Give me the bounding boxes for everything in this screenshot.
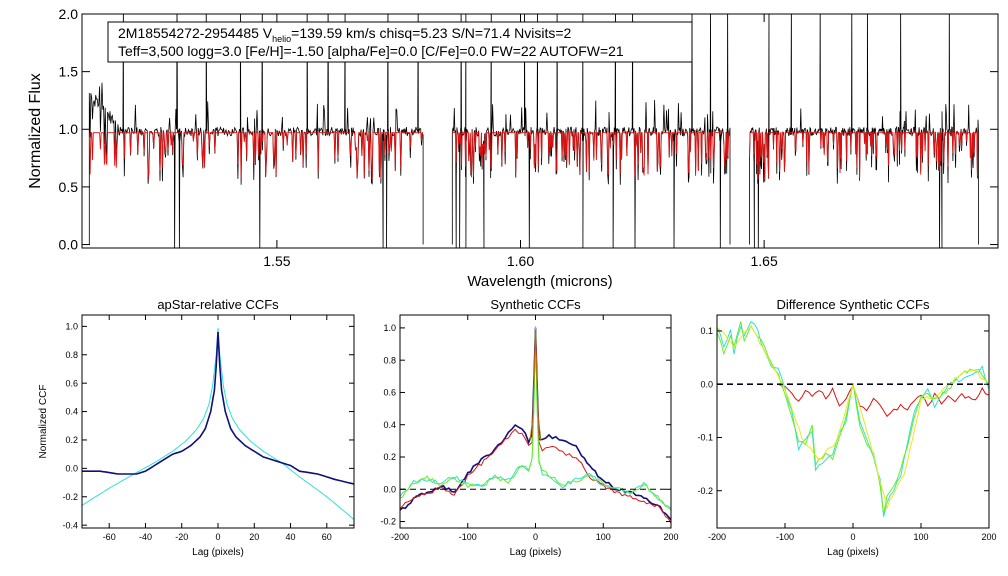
apstar_ccf-xlabel: Lag (pixels) [192,547,244,558]
spectrum-ylabel: Normalized Flux [27,73,44,189]
yellow-ccf-line [717,325,989,510]
x-tick-label: -40 [139,532,152,542]
synthetic_ccf-panel: -200 -100 0 100 200 -0.2 0.0 0.2 0.4 0.6 0.8 1.0 Syn… [380,297,678,558]
x-tick-label: 1.55 [263,253,290,269]
y-tick-label: 1.0 [383,323,396,333]
info-line-1: 2M18554272-2954485 Vhelio=139.59 km/s ch… [118,25,572,44]
x-tick-label: 200 [981,532,996,542]
x-tick-label: -200 [391,532,409,542]
synthetic_ccf-xlabel: Lag (pixels) [510,547,562,558]
y-tick-label: 0.5 [59,179,79,195]
y-tick-label: 0.0 [383,484,396,494]
y-tick-label: 0.6 [65,378,78,388]
y-tick-label: 0.1 [700,326,713,336]
y-tick-label: 0.4 [65,407,78,417]
info-star-id: 2M18554272-2954485 V [118,25,273,41]
x-tick-label: 1.60 [507,253,534,269]
x-tick-label: 20 [249,532,259,542]
spectrum-panel: 1.55 1.60 1.65 0.0 0.5 1.0 1.5 2.0 Wavelength (m… [27,6,999,290]
y-tick-label: 0.2 [383,452,396,462]
cyan-ccf-line [717,320,989,517]
x-tick-label: 1.65 [751,253,778,269]
y-tick-label: 0.0 [700,379,713,389]
navy-ccf-line [82,331,354,485]
apstar_ccf-panel: -60 -40 -20 0 20 40 60 -0.4 -0.2 0.0 0.2 0.4 0.6 0.8 1… [38,297,355,558]
difference_ccf-title: Difference Synthetic CCFs [777,297,930,312]
x-tick-label: 60 [322,532,332,542]
synthetic_ccf-plot-area [400,326,671,524]
difference_ccf-frame [716,314,990,529]
info-box [107,21,693,63]
y-tick-label: -0.1 [697,433,713,443]
difference_ccf-plot-area [717,320,989,517]
y-tick-label: 0.6 [383,388,396,398]
cyan-ccf-line [82,327,354,520]
model-spectrum-line [452,132,730,178]
x-tick-label: -20 [175,532,188,542]
apstar_ccf-plot-area [82,327,354,520]
x-tick-label: 0 [533,532,538,542]
apstar_ccf-title: apStar-relative CCFs [157,297,279,312]
y-tick-label: 0.0 [59,236,79,252]
x-tick-label: 100 [913,532,928,542]
cyan-ccf-line [400,326,671,509]
y-tick-label: -0.2 [697,486,713,496]
spectrum-xlabel: Wavelength (microns) [467,273,612,290]
navy-ccf-line [400,327,671,521]
info-subscript: helio [272,34,291,44]
y-tick-label: 0.8 [65,350,78,360]
y-tick-label: -0.2 [380,517,396,527]
y-tick-label: 0.8 [383,355,396,365]
x-tick-label: 40 [286,532,296,542]
y-tick-label: 2.0 [59,6,79,22]
x-tick-label: 0 [850,532,855,542]
info-params: =139.59 km/s chisq=5.23 S/N=71.4 Nvisits… [291,25,571,41]
info-line-2: Teff=3,500 logg=3.0 [Fe/H]=-1.50 [alpha/… [118,43,624,59]
x-tick-label: -100 [776,532,794,542]
y-tick-label: 1.5 [59,64,79,80]
model-spectrum-line [749,132,979,180]
x-tick-label: 0 [215,532,220,542]
spectrum-plot-area [88,14,979,248]
difference_ccf-xlabel: Lag (pixels) [827,547,879,558]
y-tick-label: 0.4 [383,420,396,430]
spectrum-frame [81,13,999,249]
x-tick-label: 100 [596,532,611,542]
y-tick-label: 0.0 [65,464,78,474]
difference_ccf-panel: -200 -100 0 100 200 -0.2 -0.1 0.0 0.1 Difference … [697,297,996,558]
x-tick-label: 200 [663,532,678,542]
brown-ccf-line [529,329,542,441]
x-tick-label: -100 [459,532,477,542]
green-ccf-line [400,326,671,511]
green-ccf-line [717,321,989,514]
synthetic_ccf-title: Synthetic CCFs [490,297,581,312]
apstar_ccf-ylabel: Normalized CCF [38,385,49,459]
y-tick-label: 0.2 [65,435,78,445]
y-tick-label: 1.0 [59,121,79,137]
x-tick-label: -60 [103,532,116,542]
model-spectrum-line [88,132,424,181]
x-tick-label: -200 [708,532,726,542]
y-tick-label: 1.0 [65,322,78,332]
red-ccf-line [777,383,989,418]
y-tick-label: -0.2 [62,492,78,502]
y-tick-label: -0.4 [62,520,78,530]
observed-spectrum-line [749,14,979,248]
